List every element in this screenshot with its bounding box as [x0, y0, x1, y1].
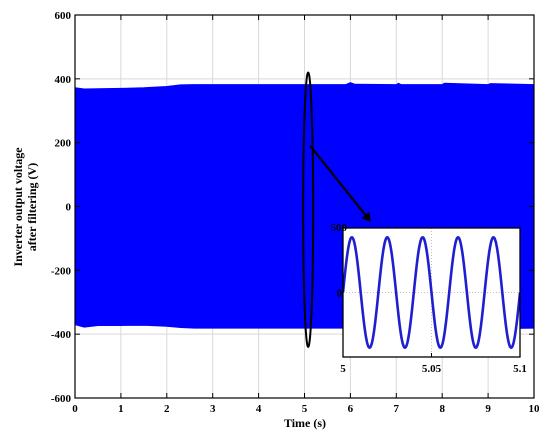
inset-y-tick-label: 0: [337, 288, 343, 300]
x-tick-label: 1: [118, 403, 124, 415]
inset-chart: 5 5.05 5.1 500 0: [331, 222, 527, 375]
inset-series: [341, 235, 522, 350]
zoom-ellipse: [302, 71, 315, 348]
zoom-arrowhead: [361, 211, 371, 222]
x-tick-label: 7: [394, 403, 400, 415]
inset-sine-wave: [341, 235, 522, 350]
y-axis-ticks: -600 -400 -200 0 200 400 600: [51, 10, 534, 405]
x-tick-label: 9: [485, 403, 491, 415]
y-tick-label: 600: [55, 10, 72, 22]
x-tick-label: 3: [210, 403, 216, 415]
inset-x-tick-label: 5.1: [513, 363, 527, 375]
inset-y-tick-label: 500: [331, 222, 348, 234]
x-tick-label: 0: [72, 403, 78, 415]
x-tick-label: 8: [439, 403, 445, 415]
x-axis-label: Time (s): [284, 416, 326, 430]
y-tick-label: -600: [51, 393, 72, 405]
inset-ticks: 5 5.05 5.1 500 0: [331, 222, 527, 375]
x-tick-label: 10: [529, 403, 541, 415]
y-tick-label: -200: [51, 265, 72, 277]
y-tick-label: 0: [66, 202, 72, 214]
x-tick-label: 6: [348, 403, 354, 415]
y-axis-label-line-2: after filtering (V): [25, 163, 39, 251]
y-tick-label: 400: [55, 74, 72, 86]
y-axis-label-line-1: Inverter output voltage: [11, 147, 25, 267]
zoom-arrow: [309, 145, 367, 216]
y-tick-label: -400: [51, 329, 72, 341]
y-tick-label: 200: [55, 138, 72, 150]
inset-x-tick-label: 5: [340, 363, 346, 375]
inset-x-tick-label: 5.05: [422, 363, 442, 375]
x-tick-label: 2: [164, 403, 170, 415]
x-axis-ticks: 0 1 2 3 4 5 6 7 8 9 10: [72, 15, 540, 415]
x-tick-label: 4: [256, 403, 262, 415]
x-tick-label: 5: [302, 403, 308, 415]
